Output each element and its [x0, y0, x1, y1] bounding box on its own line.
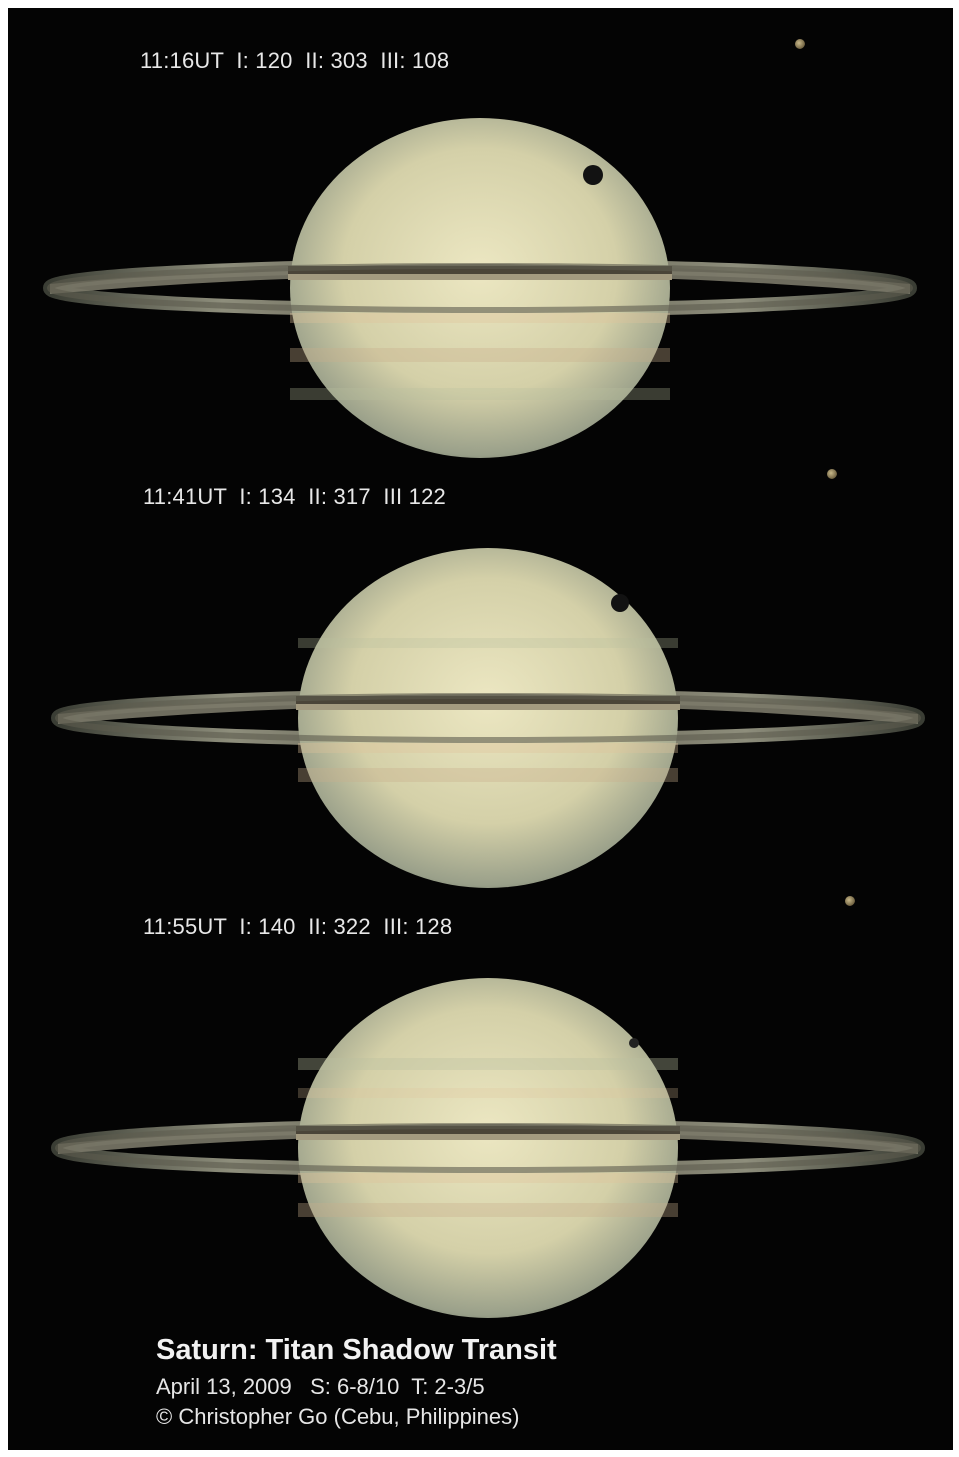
image-frame: 11:16UT I: 120 II: 303 III: 108	[8, 8, 953, 1450]
saturn-1-svg	[43, 118, 917, 458]
caption-credit-line: © Christopher Go (Cebu, Philippines)	[156, 1404, 520, 1429]
saturn-image-2	[8, 518, 953, 938]
panel-2-label: 11:41UT I: 134 II: 317 III 122	[143, 484, 446, 509]
panel-1-label: 11:16UT I: 120 II: 303 III: 108	[140, 48, 450, 73]
saturn-3-svg	[51, 978, 925, 1318]
titan-moon-2	[827, 469, 837, 479]
caption-title: Saturn: Titan Shadow Transit	[156, 1334, 557, 1366]
titan-moon-1	[795, 39, 805, 49]
saturn-2-svg	[51, 548, 925, 888]
saturn-image-1	[8, 88, 953, 508]
titan-moon-3	[845, 896, 855, 906]
panel-3-label: 11:55UT I: 140 II: 322 III: 128	[143, 914, 453, 939]
saturn-image-3	[8, 948, 953, 1368]
caption-date-line: April 13, 2009 S: 6-8/10 T: 2-3/5	[156, 1374, 485, 1399]
